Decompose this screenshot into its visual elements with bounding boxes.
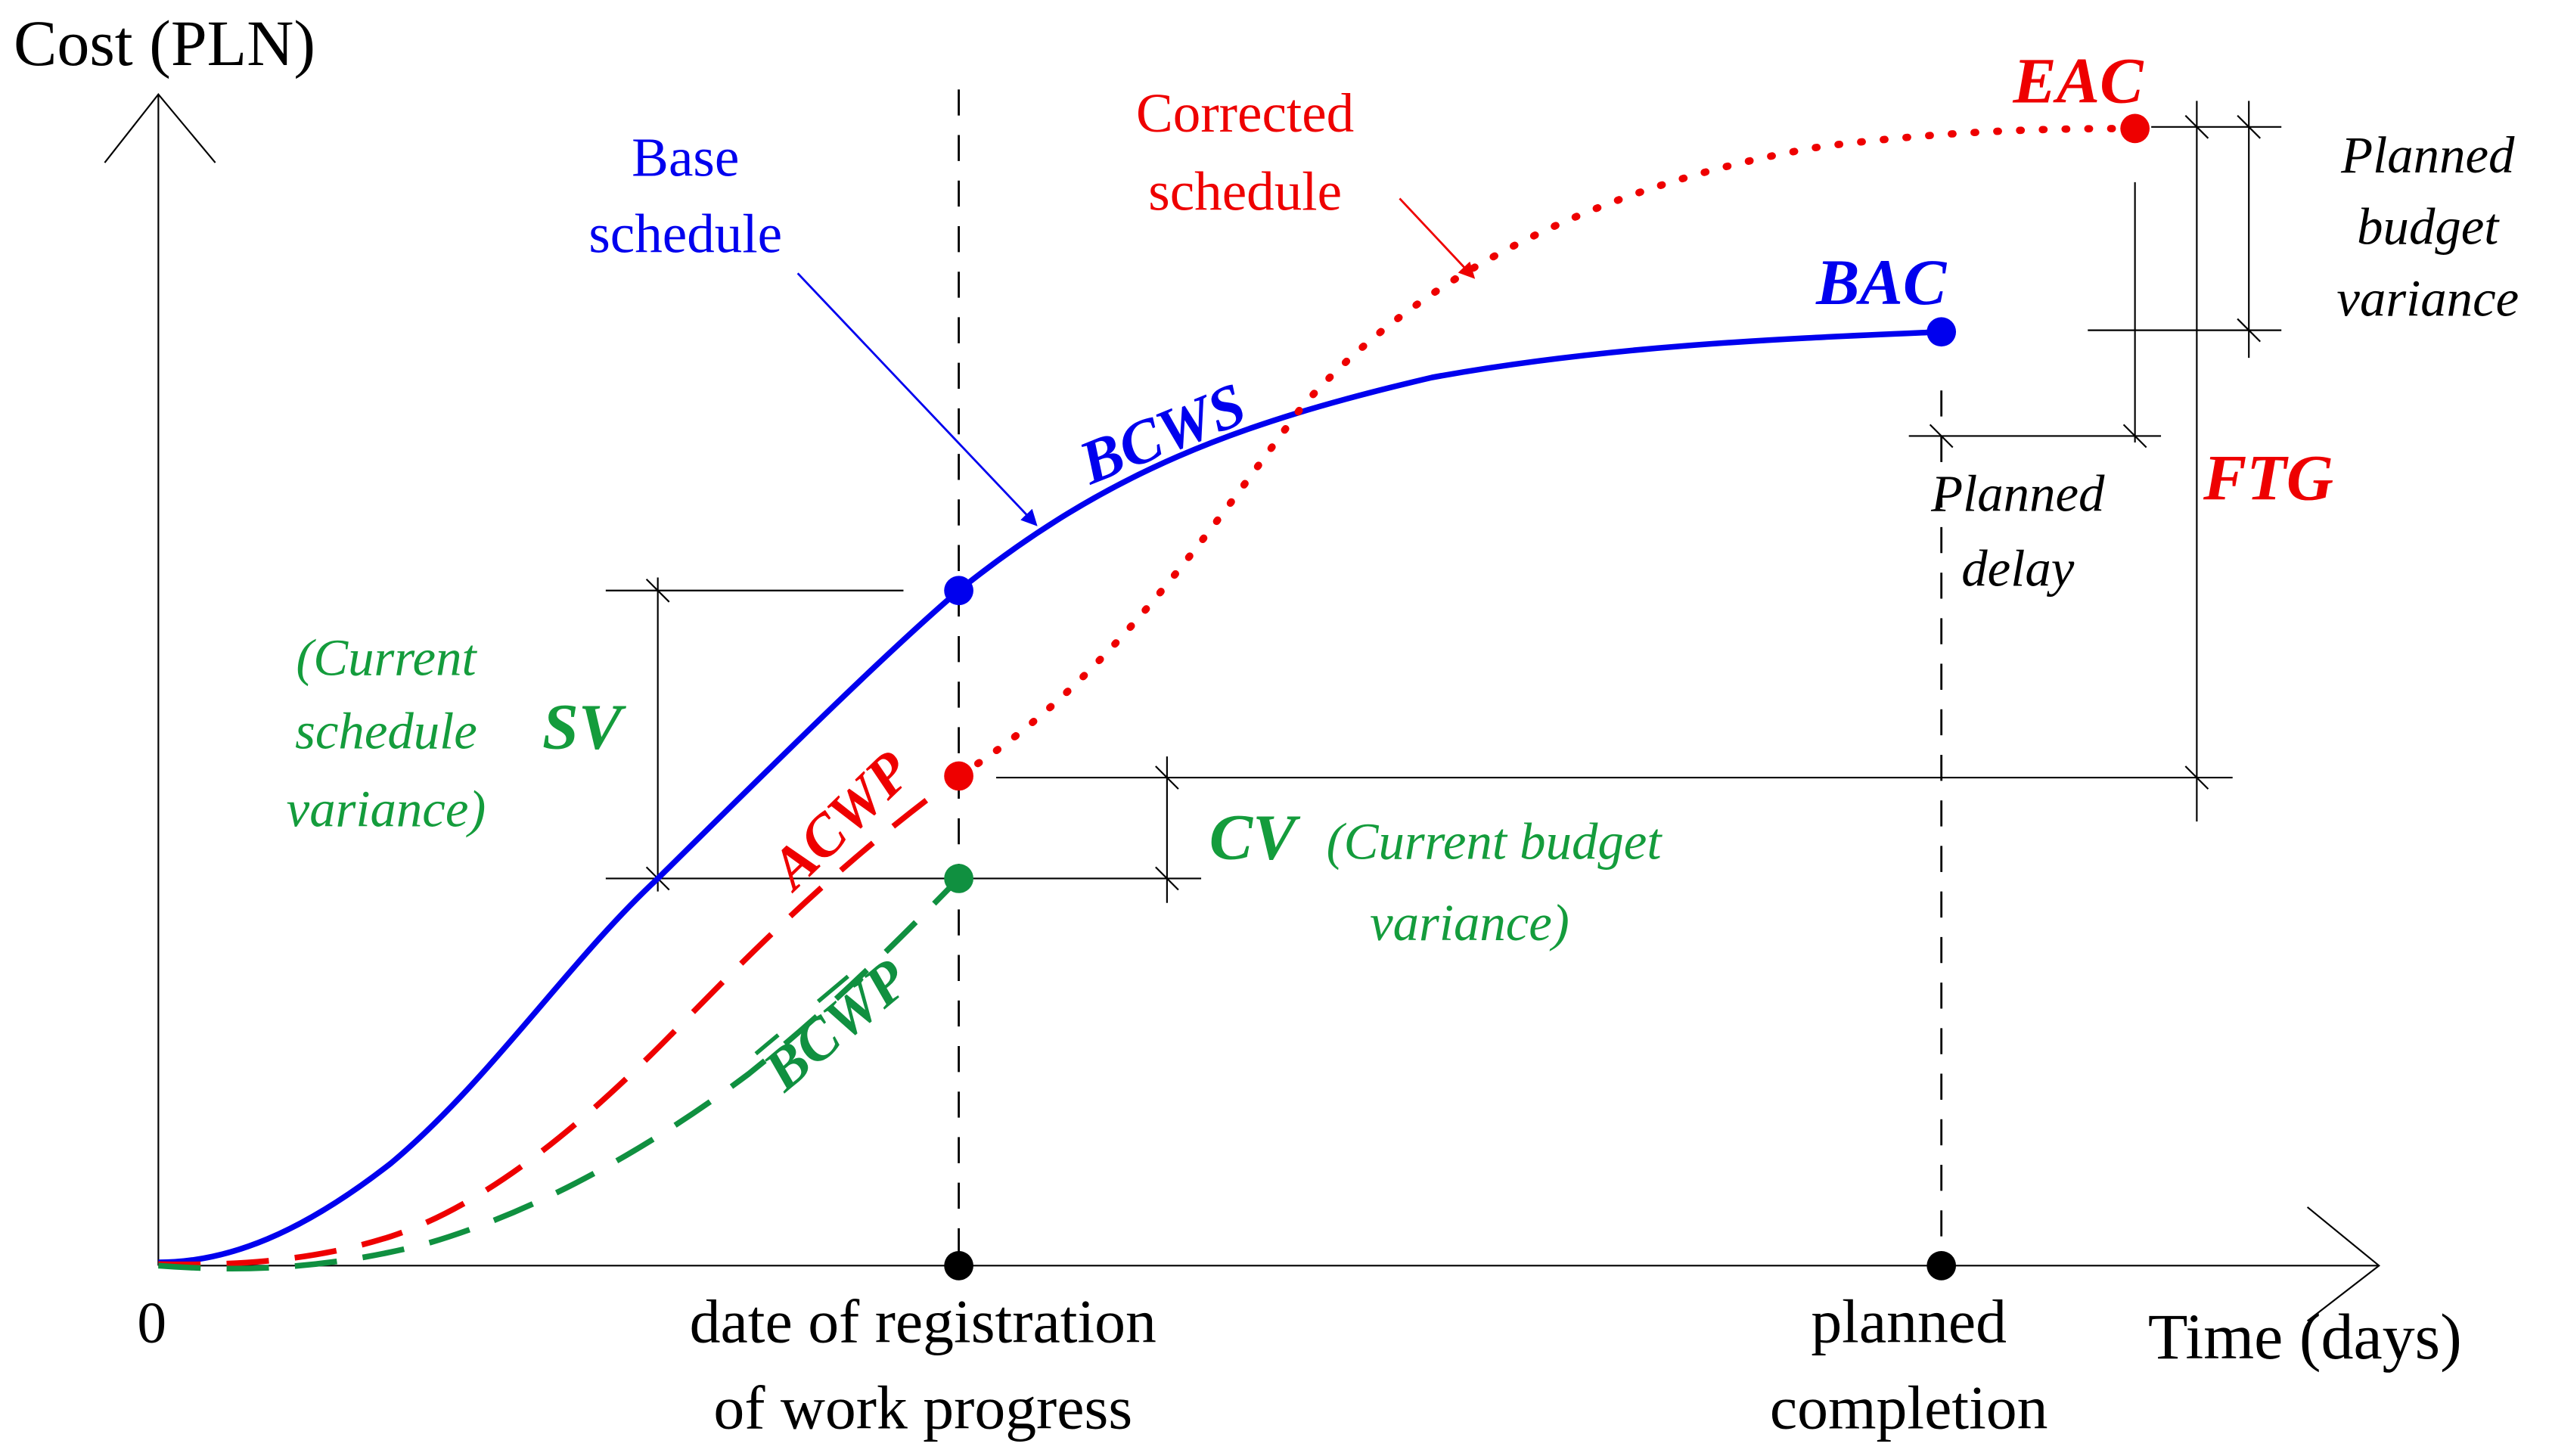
sv-desc-line1: (Current	[296, 629, 477, 687]
registration-date-marker	[944, 1250, 973, 1281]
bcwp-label: BCWP	[750, 946, 921, 1104]
origin-label: 0	[137, 1290, 166, 1355]
bcwp-overbars	[754, 974, 849, 1056]
corrected-schedule-arrow	[1399, 197, 1476, 279]
planned-budget-variance-line3: variance	[2336, 269, 2519, 327]
bcws-point	[944, 576, 973, 606]
base-schedule-label-line1: Base	[632, 126, 739, 188]
y-axis-label: Cost (PLN)	[14, 7, 315, 79]
completion-label-line2: completion	[1770, 1373, 2048, 1442]
y-axis-arrowhead	[104, 93, 216, 163]
sv-desc-line2: schedule	[295, 702, 477, 759]
acwp-point	[944, 761, 973, 791]
acwp-curve	[158, 773, 961, 1268]
completion-label-line1: planned	[1811, 1287, 2007, 1355]
sv-label: SV	[542, 690, 627, 762]
planned-delay-line2: delay	[1961, 539, 2074, 597]
cv-label: CV	[1209, 801, 1301, 874]
corrected-schedule-label-line2: schedule	[1148, 160, 1342, 222]
cv-desc-line1: (Current budget	[1327, 813, 1663, 871]
ftg-label: FTG	[2203, 441, 2333, 514]
sv-desc-line3: variance)	[287, 781, 486, 838]
corrected-schedule-label-line1: Corrected	[1136, 82, 1354, 144]
bac-label: BAC	[1815, 246, 1948, 318]
axes	[104, 93, 2380, 1322]
planned-delay-line1: Planned	[1930, 464, 2105, 522]
eac-label: EAC	[2012, 45, 2144, 117]
registration-label-line2: of work progress	[713, 1373, 1132, 1442]
x-axis-label: Time (days)	[2148, 1300, 2462, 1373]
registration-label-line1: date of registration	[690, 1287, 1156, 1355]
bcwp-curve	[158, 876, 961, 1271]
bcws-curve	[158, 329, 1942, 1265]
planned-budget-variance-line1: Planned	[2340, 126, 2515, 184]
bcwp-point	[944, 864, 973, 893]
eac-point	[2120, 113, 2150, 144]
base-schedule-label-line2: schedule	[588, 203, 782, 264]
bac-point	[1926, 317, 1957, 347]
milestone-lines	[958, 89, 1943, 1266]
base-schedule-arrow	[796, 272, 1038, 526]
cv-desc-line2: variance)	[1370, 894, 1569, 952]
bcws-label: BCWS	[1070, 369, 1256, 498]
x-axis-arrowhead	[2306, 1206, 2380, 1322]
dimension-lines	[605, 101, 2282, 903]
planned-completion-marker	[1926, 1250, 1957, 1281]
planned-budget-variance-line2: budget	[2357, 198, 2500, 256]
